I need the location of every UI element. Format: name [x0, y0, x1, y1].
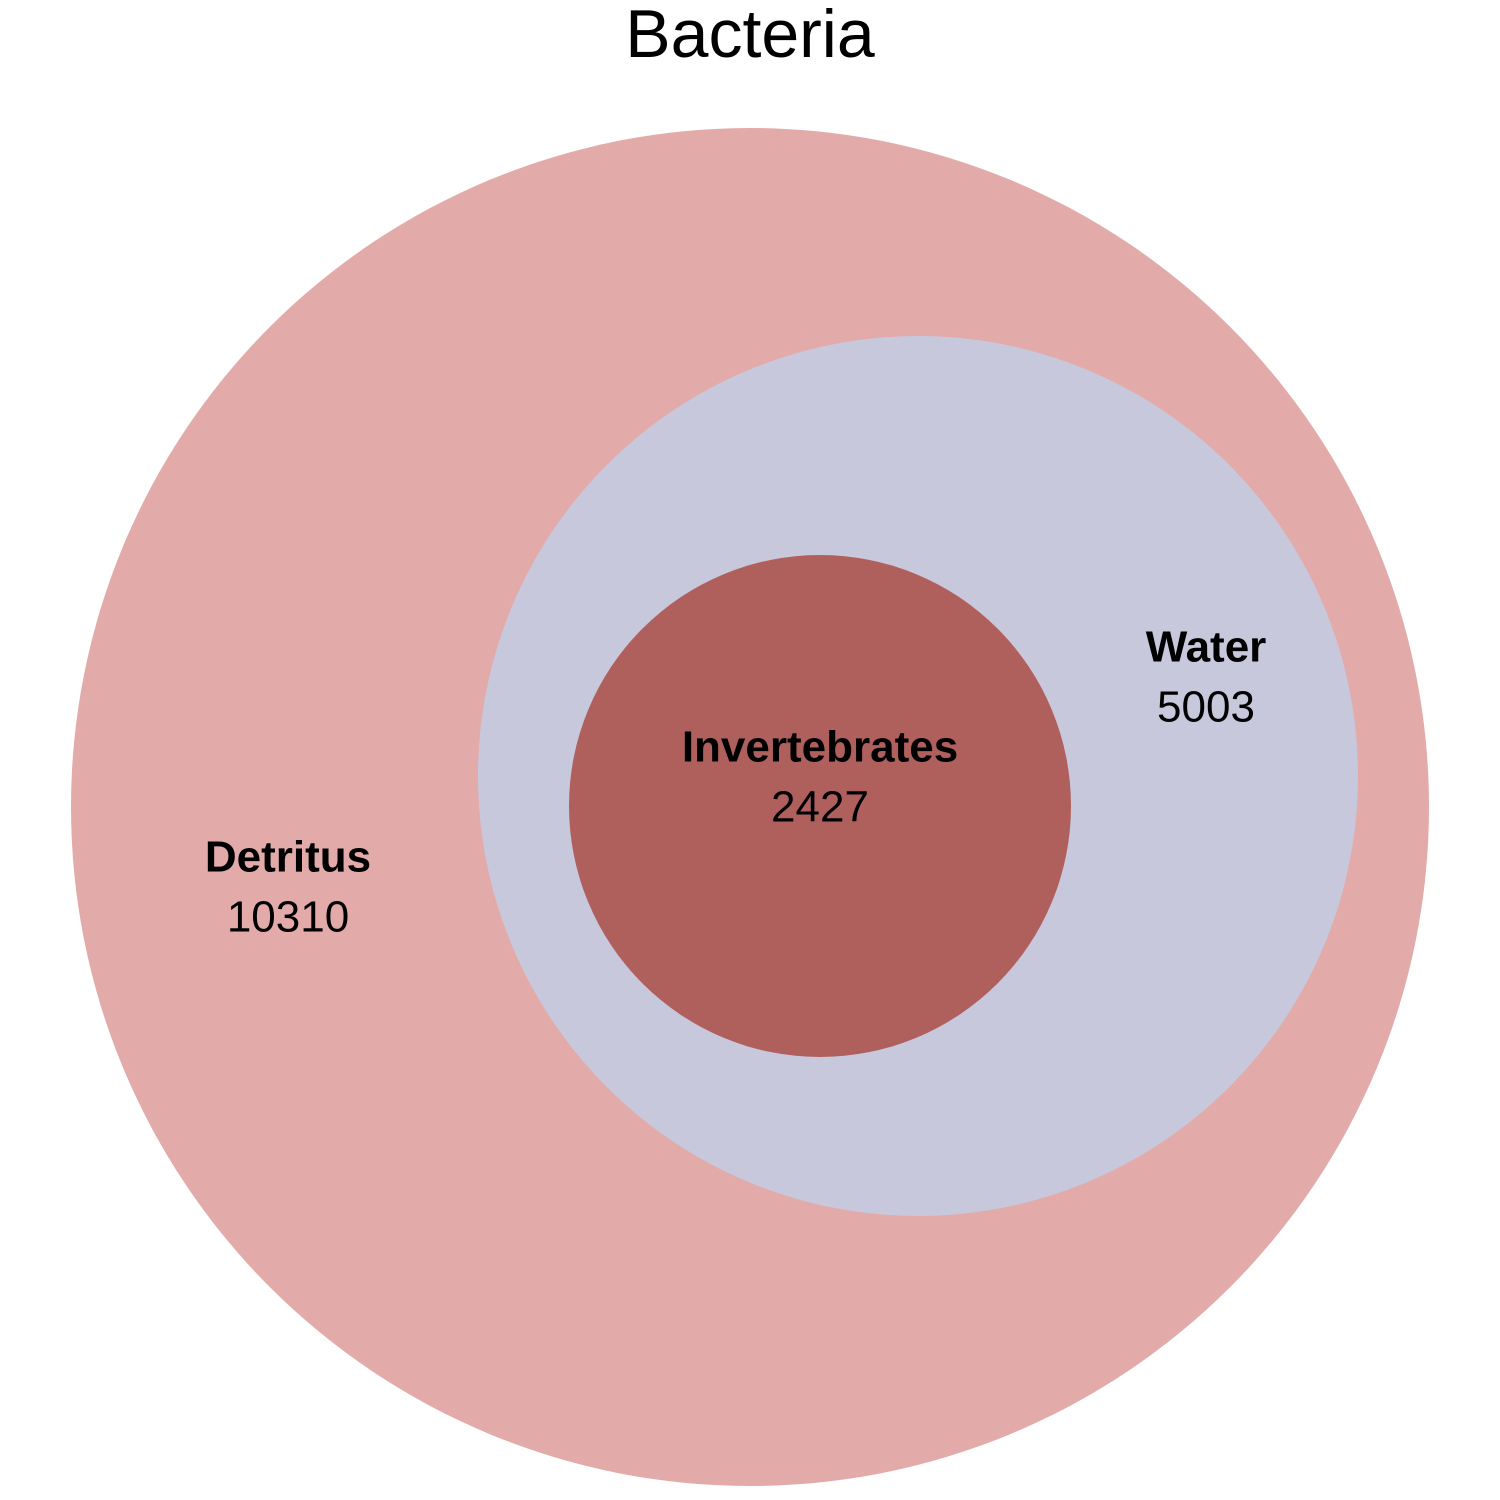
invertebrates-label: Invertebrates	[682, 723, 958, 772]
invertebrates-value: 2427	[771, 783, 869, 832]
chart-title: Bacteria	[625, 0, 875, 72]
detritus-value: 10310	[227, 893, 349, 942]
invertebrates-circle	[569, 555, 1071, 1057]
circles-layer	[71, 128, 1429, 1486]
water-label: Water	[1146, 623, 1267, 672]
labels-layer: Detritus 10310 Water 5003 Invertebrates 2427	[205, 623, 1266, 942]
water-value: 5003	[1157, 683, 1255, 732]
detritus-label: Detritus	[205, 833, 371, 882]
